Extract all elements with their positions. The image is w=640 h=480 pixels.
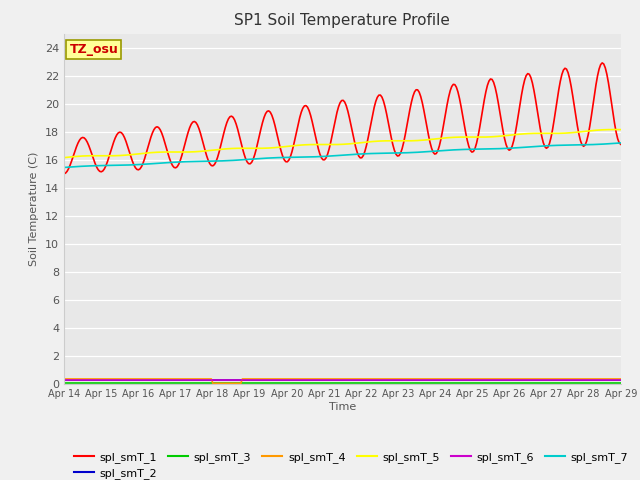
- Text: TZ_osu: TZ_osu: [70, 43, 118, 56]
- Y-axis label: Soil Temperature (C): Soil Temperature (C): [29, 152, 39, 266]
- Legend: spl_smT_1, spl_smT_2, spl_smT_3, spl_smT_4, spl_smT_5, spl_smT_6, spl_smT_7: spl_smT_1, spl_smT_2, spl_smT_3, spl_smT…: [70, 447, 633, 480]
- X-axis label: Time: Time: [329, 402, 356, 412]
- Title: SP1 Soil Temperature Profile: SP1 Soil Temperature Profile: [234, 13, 451, 28]
